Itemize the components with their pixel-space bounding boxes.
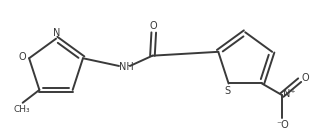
Text: O: O: [150, 21, 158, 31]
Text: O: O: [301, 73, 309, 83]
Text: N⁺: N⁺: [283, 89, 295, 99]
Text: CH₃: CH₃: [14, 105, 30, 114]
Text: ⁻O: ⁻O: [277, 120, 289, 130]
Text: N: N: [53, 28, 60, 38]
Text: NH: NH: [119, 62, 133, 72]
Text: O: O: [18, 52, 26, 62]
Text: S: S: [225, 85, 231, 96]
